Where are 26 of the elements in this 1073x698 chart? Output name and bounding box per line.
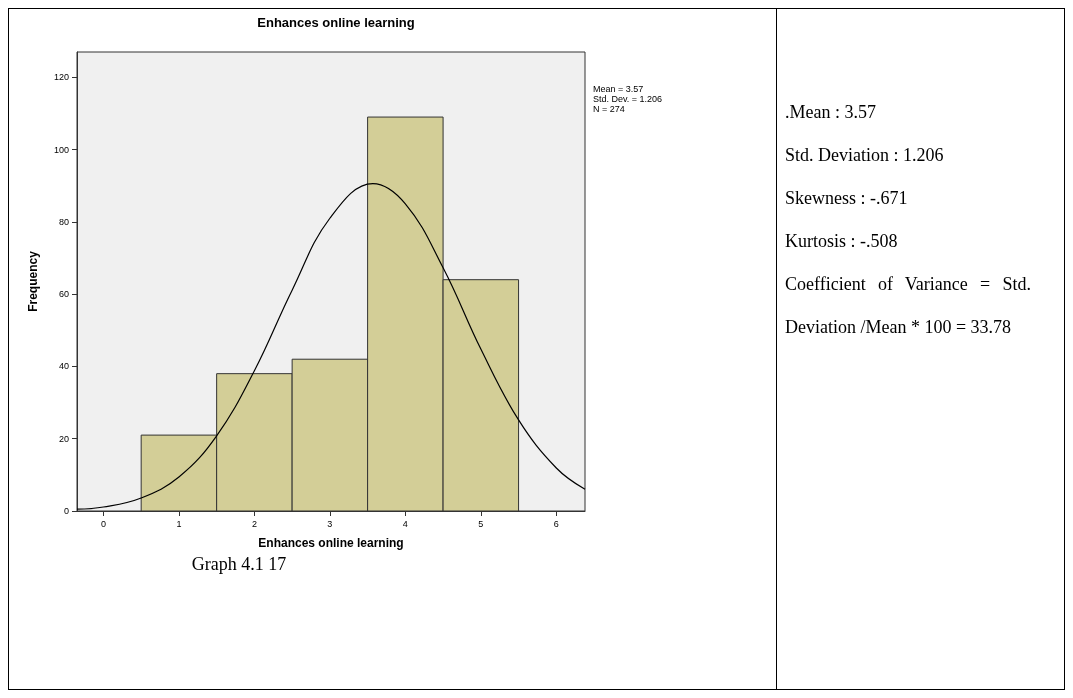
y-tick-label: 60 bbox=[58, 289, 69, 300]
text: Kurtosis : -.508 bbox=[785, 230, 899, 253]
x-axis-title: Enhances online learning bbox=[258, 536, 404, 550]
y-tick-label: 40 bbox=[58, 361, 69, 372]
chart-title: Enhances online learning bbox=[257, 15, 415, 30]
y-tick-label: 120 bbox=[53, 72, 69, 83]
caption: Graph 4.1 17 bbox=[190, 554, 288, 575]
x-tick-label: 1 bbox=[176, 518, 182, 529]
text: Mean = 3.57 bbox=[593, 83, 644, 94]
x-tick-label: 5 bbox=[478, 518, 484, 529]
x-tick-label: 4 bbox=[402, 518, 408, 529]
x-tick-label: 3 bbox=[327, 518, 333, 529]
y-axis-title: Frequency bbox=[26, 250, 40, 312]
text: Skewness : -.671 bbox=[785, 187, 909, 210]
text: N = 274 bbox=[593, 103, 625, 114]
text: Coefficient of Variance = Std. Deviation /Mean * 100 = 33.78 bbox=[785, 274, 1031, 337]
x-tick-label: 2 bbox=[251, 518, 257, 529]
text: .Mean : 3.57 bbox=[785, 101, 877, 124]
y-tick-label: 80 bbox=[58, 216, 69, 227]
x-tick-label: 0 bbox=[100, 518, 106, 529]
text: Std. Dev. = 1.206 bbox=[593, 93, 663, 104]
text: Std. Deviation : 1.206 bbox=[785, 144, 945, 167]
y-tick-label: 0 bbox=[63, 506, 69, 516]
y-tick-label: 100 bbox=[53, 144, 69, 155]
y-tick-label: 20 bbox=[58, 433, 69, 444]
x-tick-label: 6 bbox=[553, 518, 559, 529]
